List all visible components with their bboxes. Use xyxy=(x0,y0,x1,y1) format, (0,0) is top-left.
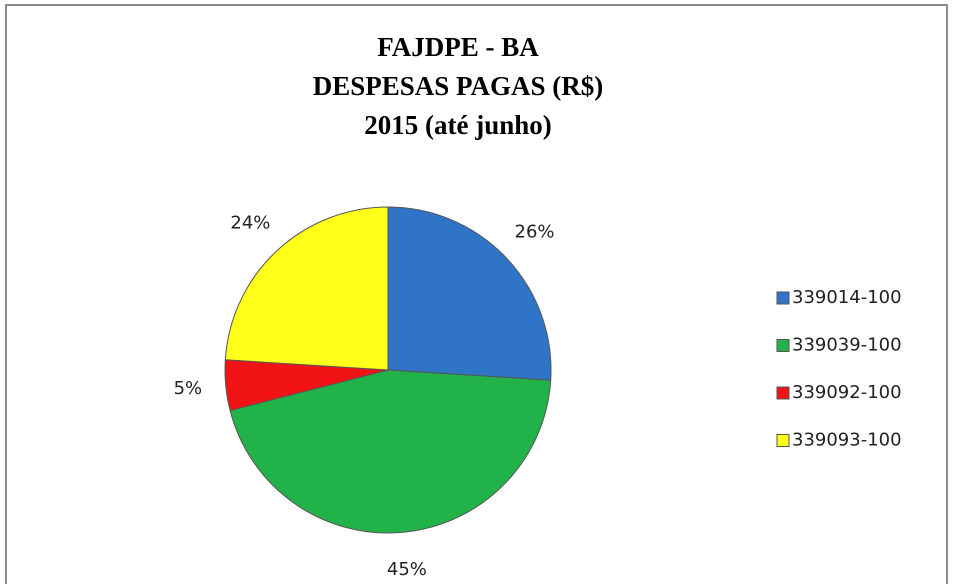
legend-swatch xyxy=(776,339,790,352)
legend-label: 339092-100 xyxy=(792,382,902,403)
legend-label: 339014-100 xyxy=(792,287,902,308)
legend-swatch xyxy=(776,291,790,305)
data-label: 5% xyxy=(174,378,203,399)
data-label: 26% xyxy=(515,221,555,242)
data-label: 45% xyxy=(387,559,427,580)
pie-slice xyxy=(387,206,552,381)
pie-slice xyxy=(229,369,552,534)
chart-title: DESPESAS PAGAS (R$) xyxy=(313,71,604,101)
chart-title: 2015 (até junho) xyxy=(364,110,552,140)
pie-slice xyxy=(224,206,389,371)
legend-label: 339039-100 xyxy=(792,335,902,356)
legend-label: 339093-100 xyxy=(792,430,902,451)
chart-title: FAJDPE - BA xyxy=(377,32,539,62)
data-label: 24% xyxy=(230,212,270,233)
legend-swatch xyxy=(776,434,790,447)
legend-swatch xyxy=(776,386,790,400)
